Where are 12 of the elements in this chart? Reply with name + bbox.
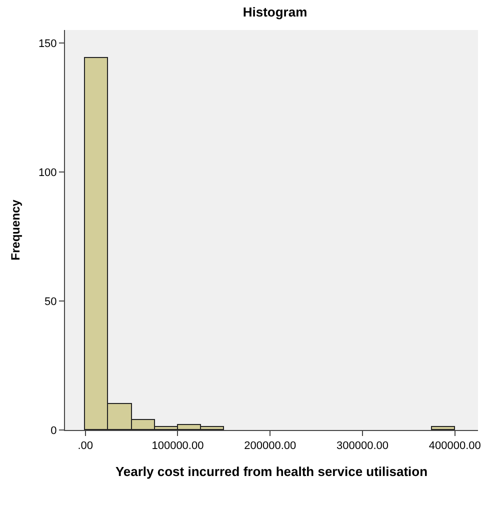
chart-title: Histogram — [242, 4, 308, 20]
x-tick-label: 300000.00 — [336, 440, 389, 452]
x-axis-title: Yearly cost incurred from health service utilisation — [115, 464, 428, 479]
y-tick-label: 100 — [38, 166, 57, 179]
x-tick-label: 200000.00 — [244, 440, 296, 452]
y-tick-label: 150 — [38, 38, 57, 50]
x-tick-label: .00 — [78, 440, 93, 452]
y-tick-label: 50 — [44, 296, 57, 308]
y-tick-label: 0 — [50, 424, 57, 437]
x-tick-label: 100000.00 — [152, 440, 204, 452]
y-axis-title: Frequency — [8, 199, 23, 260]
x-tick-label: 400000.00 — [428, 440, 481, 452]
